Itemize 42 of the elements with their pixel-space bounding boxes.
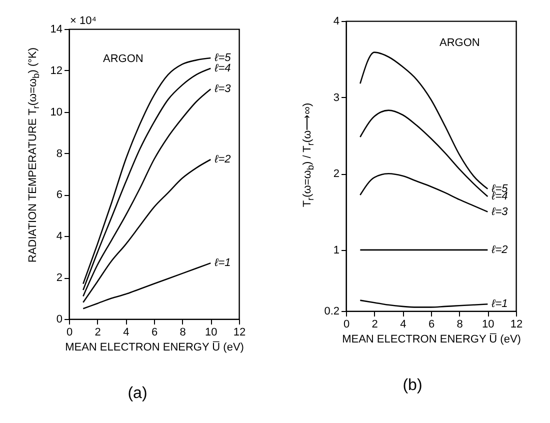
series-label: ℓ=3 (490, 206, 508, 218)
series-label: ℓ=2 (214, 154, 231, 166)
x-tick-label: 6 (428, 318, 434, 330)
y-tick-label: 1 (332, 244, 339, 256)
series-label: ℓ=5 (214, 52, 232, 64)
x-tick-label: 8 (180, 326, 186, 338)
text: (b) (402, 377, 422, 395)
y-tick-label: 2 (56, 272, 62, 284)
x-tick-label: 12 (510, 318, 522, 330)
x-tick-label: 10 (205, 326, 218, 338)
y-tick-label: 4 (56, 230, 62, 243)
series-label: ℓ=4 (490, 190, 508, 203)
y-tick-label: 3 (332, 92, 339, 104)
y-tick-label: 10 (50, 106, 62, 118)
series-label: ℓ=2 (490, 244, 508, 256)
y-tick-label: 0.2 (324, 306, 339, 318)
x-tick-label: 0 (342, 318, 350, 330)
x-tick-label: 2 (94, 326, 101, 338)
series-label: ℓ=3 (214, 83, 232, 96)
series-label: ℓ=1 (214, 257, 231, 270)
text: (a) (128, 385, 148, 403)
y-tick-label: 2 (332, 168, 339, 180)
series-label: ℓ=1 (490, 298, 508, 310)
x-tick-label: 2 (371, 318, 378, 330)
annotation: ARGON (103, 53, 144, 65)
x-tick-label: 4 (123, 326, 130, 338)
text: × 10⁴ (70, 15, 97, 27)
y-tick-label: 6 (56, 189, 62, 202)
y-tick-label: 4 (332, 16, 339, 28)
x-tick-label: 0 (66, 326, 73, 338)
y-tick-label: 12 (50, 64, 62, 77)
x-tick-label: 12 (233, 326, 246, 338)
annotation: ARGON (439, 37, 480, 49)
x-axis-title: MEAN ELECTRON ENERGY U̅ (eV) (342, 332, 520, 346)
x-tick-label: 6 (151, 326, 158, 338)
y-tick-label: 8 (56, 148, 62, 160)
x-axis-title: MEAN ELECTRON ENERGY U̅ (eV) (65, 340, 244, 354)
x-tick-label: 10 (482, 318, 494, 330)
x-tick-label: 8 (456, 318, 462, 330)
x-tick-label: 4 (400, 318, 406, 330)
series-label: ℓ=4 (214, 62, 231, 74)
y-tick-label: 14 (50, 24, 62, 36)
